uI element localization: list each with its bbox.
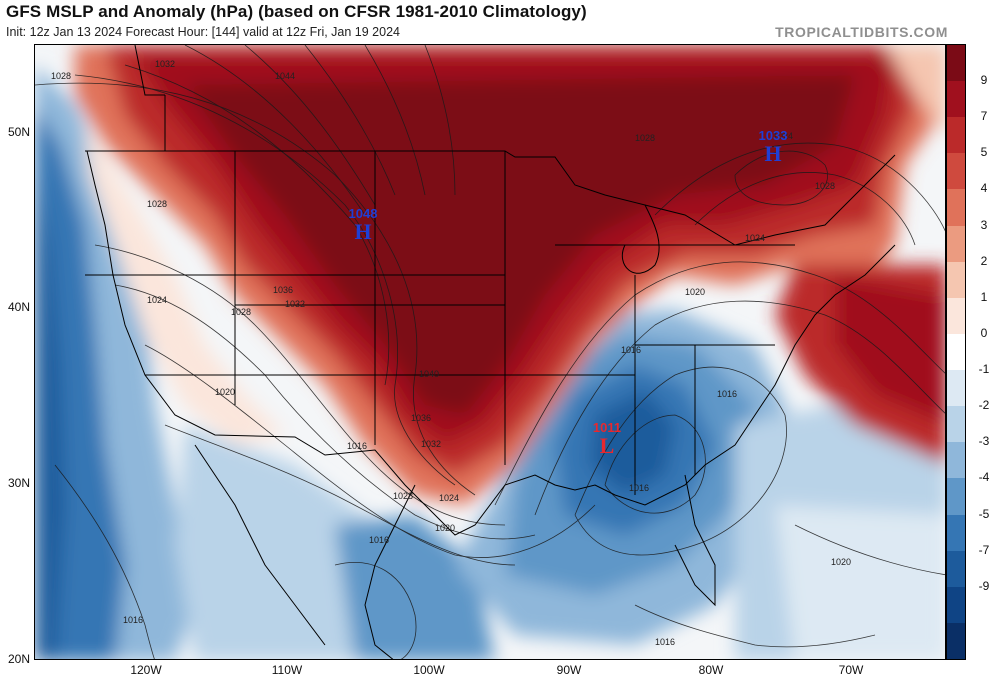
lat-label: 20N bbox=[7, 652, 30, 666]
isobar-label: 1036 bbox=[273, 285, 293, 295]
isobar-label: 1016 bbox=[123, 615, 143, 625]
isobar-contours bbox=[35, 45, 945, 659]
colorbar-tick-label: -4 bbox=[978, 470, 990, 485]
colorbar-tick-label: 4 bbox=[980, 181, 988, 196]
low-pressure-center: 1011 L bbox=[585, 421, 629, 457]
colorbar-tick-label: -2 bbox=[978, 398, 990, 413]
anomaly-map: 1028 1032 1044 1028 1028 1024 1024 1036 … bbox=[35, 45, 945, 659]
colorbar-segment bbox=[947, 370, 965, 407]
isobar-label: 1024 bbox=[147, 295, 167, 305]
colorbar-tick-label: 9 bbox=[980, 73, 988, 88]
colorbar-tick-label: -3 bbox=[978, 434, 990, 449]
high-pressure-center: 1048 H bbox=[341, 207, 385, 243]
colorbar-segment bbox=[947, 333, 965, 371]
isobar-label: 1016 bbox=[717, 389, 737, 399]
colorbar-tick-label: -5 bbox=[978, 506, 990, 521]
colorbar-segment bbox=[947, 442, 965, 479]
isobar-label: 1024 bbox=[439, 493, 459, 503]
colorbar-tick-label: 1 bbox=[980, 289, 988, 304]
lon-label: 70W bbox=[838, 663, 864, 677]
colorbar-segment bbox=[947, 261, 965, 299]
isobar-label: 1028 bbox=[393, 491, 413, 501]
lon-label: 100W bbox=[413, 663, 445, 677]
colorbar-tick-label: -1 bbox=[978, 362, 990, 377]
isobar-label: 1044 bbox=[275, 71, 295, 81]
colorbar-tick-label: -9 bbox=[978, 578, 990, 593]
isobar-label: 1016 bbox=[655, 637, 675, 647]
colorbar-tick-label: 5 bbox=[980, 145, 988, 160]
colorbar-segment bbox=[947, 45, 965, 82]
lon-label: 90W bbox=[556, 663, 582, 677]
colorbar-tick-label: 3 bbox=[980, 217, 988, 232]
low-pressure-value: 1011 bbox=[592, 420, 622, 435]
chart-subtitle: Init: 12z Jan 13 2024 Forecast Hour: [14… bbox=[6, 25, 400, 39]
isobar-label: 1024 bbox=[773, 131, 793, 141]
map-panel: 1028 1032 1044 1028 1028 1024 1024 1036 … bbox=[34, 44, 946, 660]
isobar-label: 1028 bbox=[51, 71, 71, 81]
colorbar-segment bbox=[947, 153, 965, 190]
isobar-label: 1028 bbox=[815, 181, 835, 191]
colorbar-segment bbox=[947, 297, 965, 335]
colorbar-segment bbox=[947, 550, 965, 588]
colorbar-tick-label: 0 bbox=[980, 325, 988, 340]
colorbar-tick-label: -7 bbox=[978, 542, 990, 557]
isobar-labels: 1028 1032 1044 1028 1028 1024 1024 1036 … bbox=[51, 59, 851, 647]
isobar-label: 1032 bbox=[155, 59, 175, 69]
colorbar-segment bbox=[947, 478, 965, 516]
low-pressure-letter: L bbox=[599, 433, 615, 458]
source-brand: TROPICALTIDBITS.COM bbox=[775, 24, 948, 40]
colorbar-segment bbox=[947, 225, 965, 263]
colorbar-segment bbox=[947, 514, 965, 552]
isobar-label: 1016 bbox=[347, 441, 367, 451]
chart-title: GFS MSLP and Anomaly (hPa) (based on CFS… bbox=[6, 2, 587, 21]
colorbar-segment bbox=[947, 81, 965, 118]
colorbar-segment bbox=[947, 189, 965, 227]
isobar-label: 1028 bbox=[635, 133, 655, 143]
isobar-label: 1020 bbox=[215, 387, 235, 397]
isobar-label: 1016 bbox=[621, 345, 641, 355]
political-borders bbox=[85, 45, 896, 659]
lat-label: 50N bbox=[7, 125, 30, 139]
lon-label: 110W bbox=[271, 663, 303, 677]
isobar-label: 1020 bbox=[435, 523, 455, 533]
isobar-label: 1024 bbox=[745, 233, 765, 243]
lon-label: 80W bbox=[698, 663, 724, 677]
anomaly-colorbar bbox=[946, 44, 966, 660]
colorbar-segment bbox=[947, 406, 965, 443]
high-pressure-value: 1033 bbox=[758, 128, 788, 143]
high-pressure-letter: H bbox=[354, 219, 372, 244]
isobar-label: 1020 bbox=[831, 557, 851, 567]
isobar-label: 1032 bbox=[285, 299, 305, 309]
colorbar-segment bbox=[947, 622, 965, 660]
isobar-label: 1040 bbox=[419, 369, 439, 379]
high-pressure-letter: H bbox=[764, 141, 782, 166]
colorbar-segment bbox=[947, 117, 965, 154]
lat-label: 30N bbox=[7, 476, 30, 490]
isobar-label: 1028 bbox=[147, 199, 167, 209]
isobar-label: 1028 bbox=[231, 307, 251, 317]
high-pressure-center: 1033 H bbox=[751, 129, 795, 165]
isobar-label: 1020 bbox=[685, 287, 705, 297]
isobar-label: 1016 bbox=[629, 483, 649, 493]
isobar-label: 1032 bbox=[421, 439, 441, 449]
lon-label: 120W bbox=[130, 663, 162, 677]
colorbar-tick-label: 7 bbox=[980, 109, 988, 124]
lat-label: 40N bbox=[7, 300, 30, 314]
high-pressure-value: 1048 bbox=[348, 206, 378, 221]
colorbar-tick-label: 2 bbox=[980, 253, 988, 268]
isobar-label: 1036 bbox=[411, 413, 431, 423]
colorbar-segment bbox=[947, 586, 965, 624]
isobar-label: 1016 bbox=[369, 535, 389, 545]
anomaly-field bbox=[35, 45, 945, 659]
